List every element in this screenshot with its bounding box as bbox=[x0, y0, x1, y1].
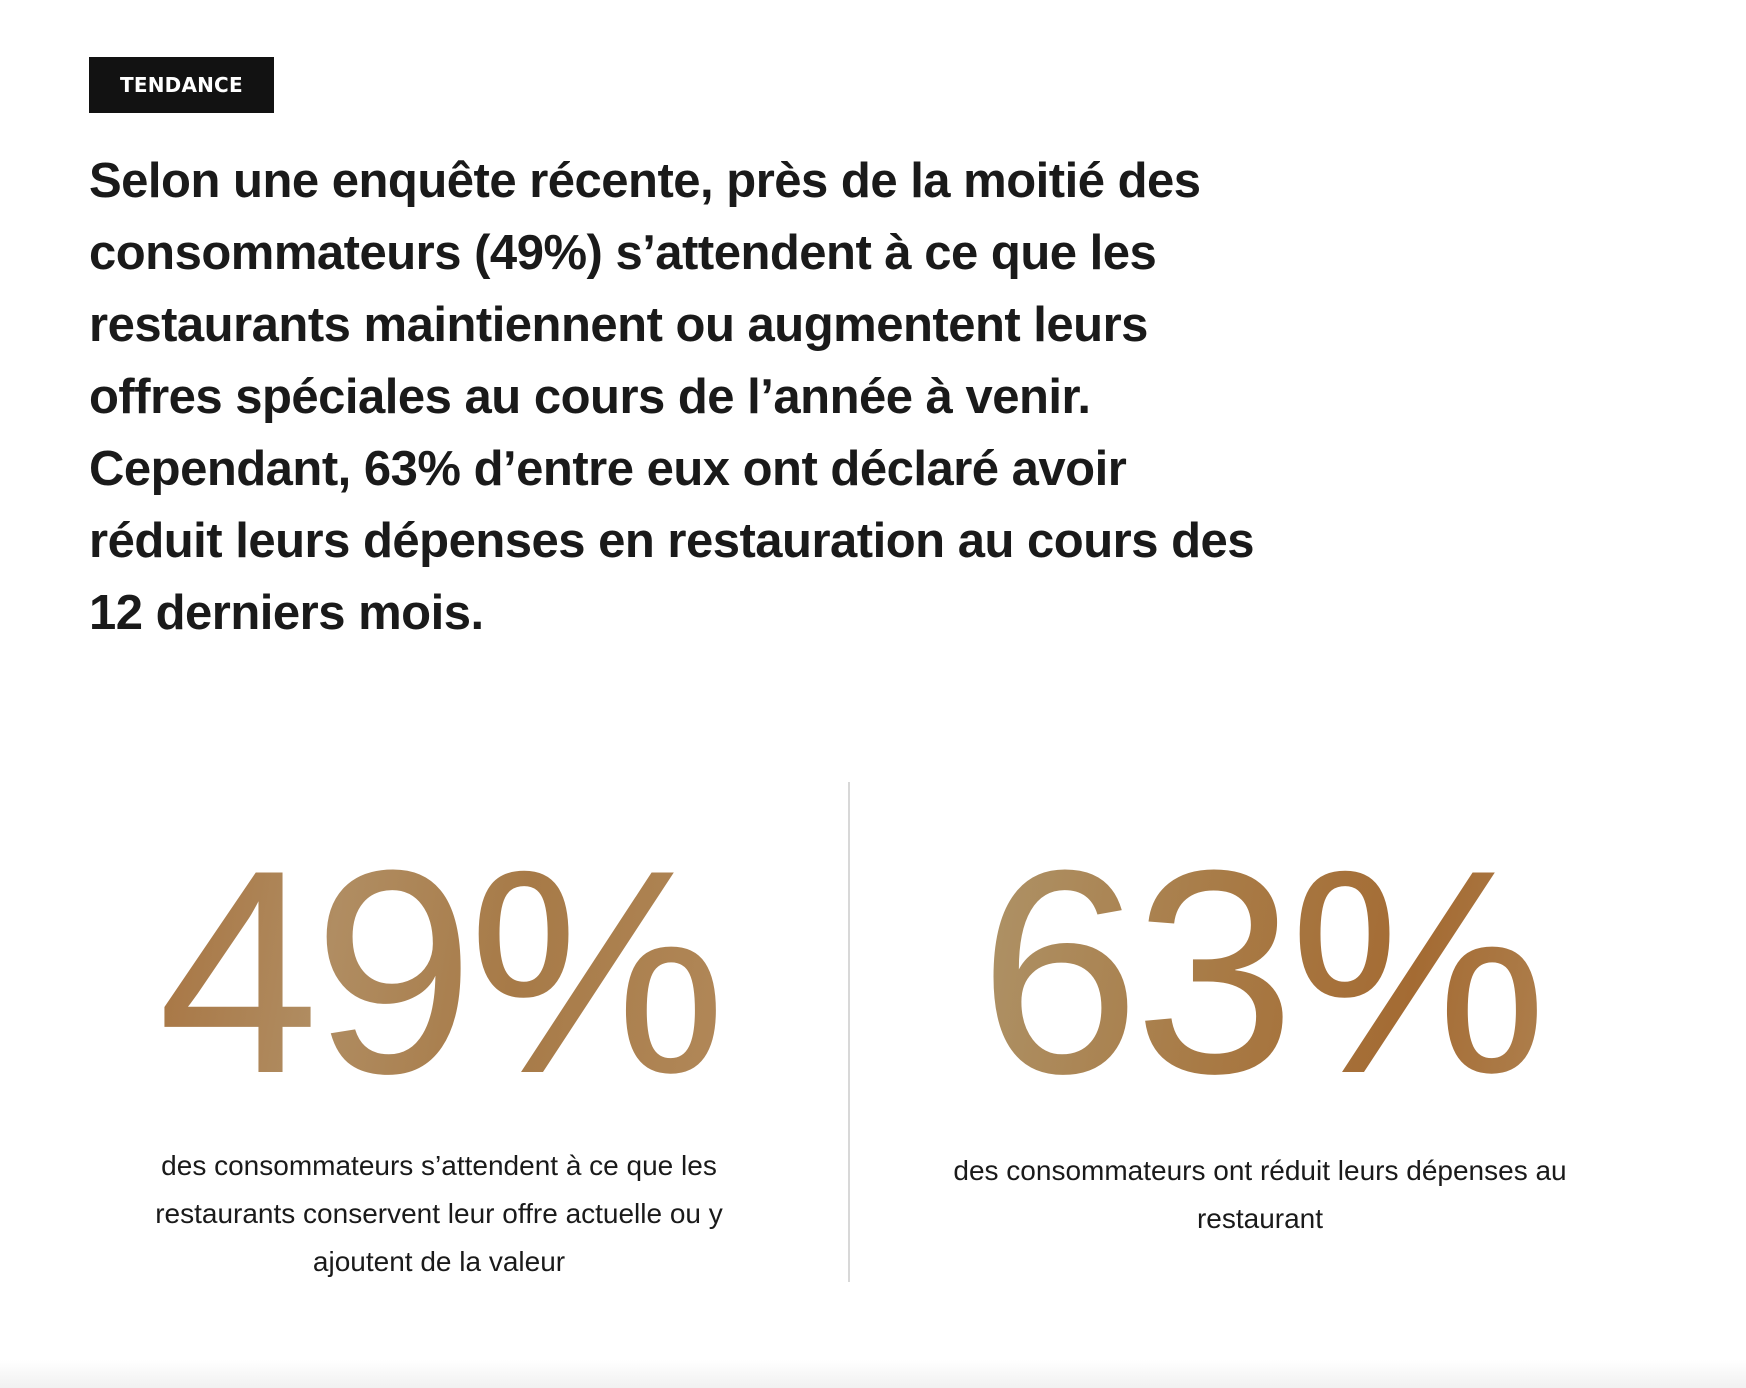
stat-caption: des consommateurs s’attendent à ce que l… bbox=[155, 1150, 723, 1277]
stat-block-63: 63% des consommateurs ont réduit leurs d… bbox=[900, 782, 1620, 1282]
stat-block-49: 49% des consommateurs s’attendent à ce q… bbox=[89, 782, 789, 1282]
footer-shade bbox=[0, 1360, 1746, 1388]
stat-divider bbox=[848, 782, 850, 1282]
stat-caption: des consommateurs ont réduit leurs dépen… bbox=[953, 1155, 1567, 1234]
trend-tag: TENDANCE bbox=[89, 57, 274, 113]
headline: Selon une enquête récente, près de la mo… bbox=[89, 154, 1255, 640]
stat-value: 63% bbox=[900, 822, 1620, 1122]
stat-value: 49% bbox=[89, 822, 789, 1122]
